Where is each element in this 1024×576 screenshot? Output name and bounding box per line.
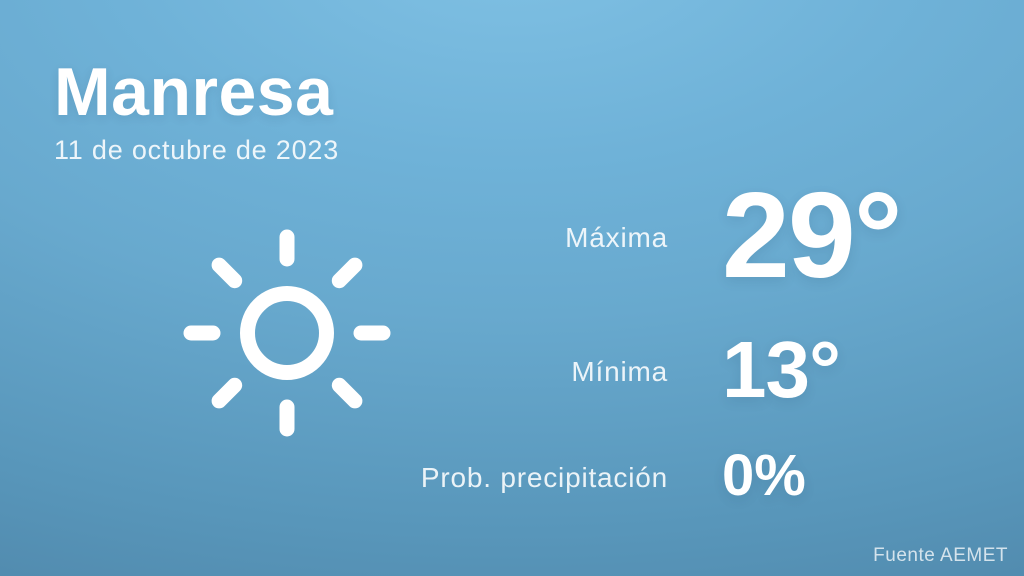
max-temp-label: Máxima [565, 222, 668, 253]
location-header: Manresa 11 de octubre de 2023 [54, 58, 339, 166]
page-title: Manresa [54, 54, 334, 130]
precipitation-probability-value: 0% [722, 443, 806, 508]
min-temp-value: 13° [722, 325, 841, 414]
date-subtitle: 11 de octubre de 2023 [54, 135, 340, 165]
max-temp-value: 29° [722, 167, 902, 303]
min-temp-label: Mínima [571, 356, 668, 387]
precipitation-probability-label: Prob. precipitación [420, 462, 668, 493]
data-source-attribution: Fuente AEMET [873, 545, 1008, 566]
sun-icon [177, 223, 397, 443]
